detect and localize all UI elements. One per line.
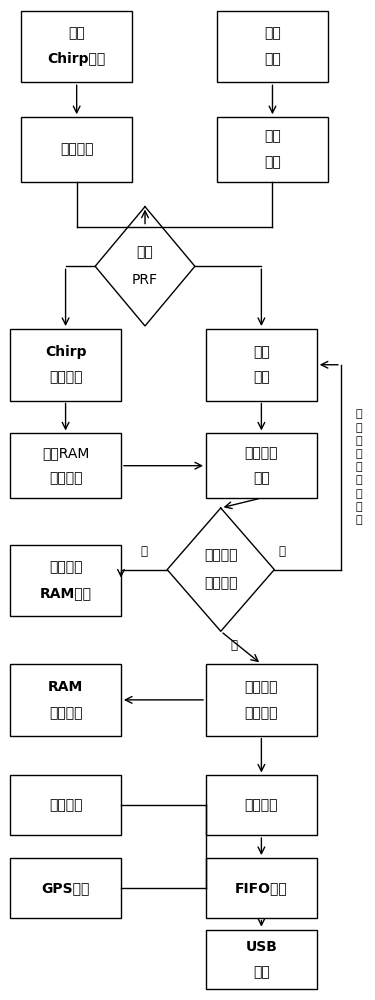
Bar — [10, 545, 121, 616]
Bar — [217, 117, 328, 182]
Text: RAM缓存: RAM缓存 — [40, 586, 92, 600]
Text: 结果写入: 结果写入 — [49, 561, 82, 575]
Text: 累积: 累积 — [253, 472, 270, 486]
Bar — [10, 433, 121, 498]
Text: 获取: 获取 — [264, 27, 281, 41]
Text: 参数: 参数 — [264, 52, 281, 66]
Text: Chirp信号: Chirp信号 — [48, 52, 106, 66]
Bar — [10, 775, 121, 835]
Text: 读取: 读取 — [253, 965, 270, 979]
Text: 检测: 检测 — [136, 245, 153, 259]
Bar — [206, 329, 317, 401]
Text: USB: USB — [246, 940, 278, 954]
Text: 否: 否 — [141, 545, 148, 558]
Text: 输出当次: 输出当次 — [244, 680, 278, 694]
Text: 是: 是 — [230, 639, 237, 652]
Text: 解析: 解析 — [264, 155, 281, 169]
Text: 否: 否 — [278, 545, 285, 558]
Text: GPS数据: GPS数据 — [41, 881, 90, 895]
Text: 累加次数: 累加次数 — [204, 549, 237, 563]
Bar — [206, 433, 317, 498]
Bar — [10, 664, 121, 736]
Bar — [206, 664, 317, 736]
Text: 帧头数据: 帧头数据 — [49, 798, 82, 812]
Text: 是否结束: 是否结束 — [204, 577, 237, 591]
Text: 继
续
下
一
帧
回
波
采
集: 继 续 下 一 帧 回 波 采 集 — [356, 409, 363, 525]
Bar — [206, 930, 317, 989]
Text: 信号输出: 信号输出 — [49, 371, 82, 385]
Text: 结束标志: 结束标志 — [244, 706, 278, 720]
Text: 参数: 参数 — [264, 130, 281, 144]
Text: RAM: RAM — [48, 680, 83, 694]
Bar — [10, 858, 121, 918]
Text: 信号缓存: 信号缓存 — [60, 142, 93, 156]
Text: Chirp: Chirp — [45, 345, 86, 359]
Text: FIFO缓存: FIFO缓存 — [235, 881, 288, 895]
Bar — [10, 329, 121, 401]
Text: 缓存清零: 缓存清零 — [49, 706, 82, 720]
Text: 获取: 获取 — [68, 27, 85, 41]
Bar — [206, 858, 317, 918]
Bar — [21, 11, 132, 82]
Bar — [21, 117, 132, 182]
Text: PRF: PRF — [132, 273, 158, 287]
Text: 缓存数据: 缓存数据 — [49, 472, 82, 486]
Bar — [217, 11, 328, 82]
Bar — [206, 775, 317, 835]
Text: 采集: 采集 — [253, 371, 270, 385]
Text: 数据积分: 数据积分 — [244, 446, 278, 460]
Text: 读取RAM: 读取RAM — [42, 446, 89, 460]
Text: 回波: 回波 — [253, 345, 270, 359]
Text: 数据成帧: 数据成帧 — [244, 798, 278, 812]
